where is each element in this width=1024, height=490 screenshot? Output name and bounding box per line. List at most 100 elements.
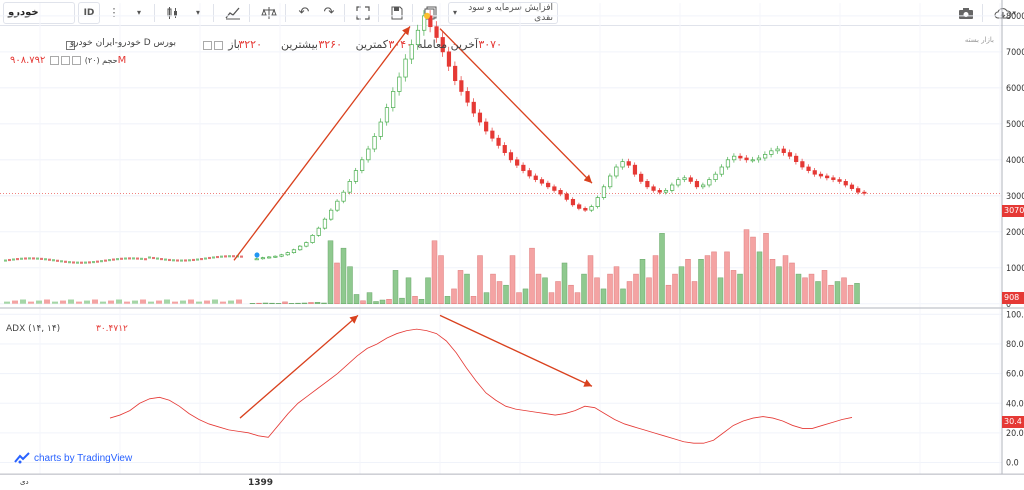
volume-tag: 908 — [1002, 292, 1024, 304]
compare-icon[interactable] — [257, 1, 281, 24]
volume-bar — [464, 273, 470, 305]
candle — [459, 80, 464, 92]
volume-bar — [100, 301, 106, 304]
candle — [800, 161, 805, 168]
volume-bar — [496, 281, 503, 305]
chart-type-dropdown-icon[interactable]: ▾ — [187, 1, 209, 24]
symbol-search-input[interactable]: خودرو — [3, 1, 75, 24]
volume-bar — [646, 277, 652, 305]
candle — [663, 190, 669, 193]
volume-bar — [4, 301, 10, 304]
candle — [403, 58, 408, 78]
volume-bar — [841, 277, 847, 305]
volume-bar — [490, 273, 496, 305]
candle — [552, 186, 557, 191]
candle — [72, 261, 75, 264]
legend-settings-icon[interactable] — [202, 38, 224, 51]
candle — [180, 259, 183, 262]
candle — [80, 261, 83, 264]
candle — [670, 184, 675, 191]
candle — [360, 159, 365, 171]
volume-bar — [386, 299, 392, 305]
volume-bar — [717, 277, 724, 305]
corporate-actions-dropdown[interactable]: ▾ افزایش سرمایه و سود نقدی — [448, 1, 558, 24]
legend-open-value: ۳۲۲۰ — [238, 38, 262, 51]
volume-bar — [626, 281, 633, 305]
save-icon[interactable] — [386, 1, 408, 24]
candle — [843, 181, 848, 186]
candle — [583, 208, 588, 211]
volume-bar — [535, 273, 542, 305]
candle — [192, 258, 195, 262]
volume-settings-icon[interactable] — [49, 55, 82, 66]
candle — [291, 249, 297, 254]
candle — [116, 258, 119, 261]
volume-bar — [84, 300, 90, 304]
candle — [168, 258, 171, 262]
candle — [52, 259, 55, 262]
candle — [224, 255, 227, 258]
volume-bar — [212, 299, 218, 304]
candle — [124, 257, 127, 260]
cloud-icon[interactable]: ▾ — [990, 1, 1020, 24]
volume-bar — [392, 270, 399, 305]
candle — [496, 137, 501, 146]
legend-title: بورس D خودرو-ایران خودرو — [69, 38, 176, 48]
volume-bar — [730, 270, 737, 305]
volume-bar — [548, 292, 555, 305]
candle — [285, 252, 290, 256]
candle — [682, 177, 687, 180]
volume-bar — [516, 292, 522, 305]
candle — [32, 257, 35, 260]
volume-bar — [457, 270, 464, 305]
candle — [446, 51, 452, 67]
candle — [756, 157, 762, 161]
candle — [490, 130, 495, 139]
volume-bar — [652, 255, 659, 305]
top-toolbar: خودرو ID ⋮ ▾ ▾ ↶ ↷ ▾ افزایش سرمایه و سود… — [0, 0, 1024, 26]
candle — [212, 256, 215, 259]
interval-dropdown-icon[interactable]: ▾ — [128, 1, 150, 24]
volume-bar — [691, 281, 698, 305]
candle — [818, 173, 824, 177]
volume-bar — [412, 296, 418, 305]
divider — [249, 3, 250, 22]
candle — [378, 121, 383, 137]
candle — [639, 173, 644, 182]
candle — [304, 242, 309, 247]
volume-bar — [425, 277, 431, 305]
undo-icon[interactable]: ↶ — [293, 1, 315, 24]
volume-bar — [704, 255, 711, 305]
candle — [232, 255, 235, 258]
collapse-legend-icon[interactable] — [65, 38, 76, 51]
fullscreen-icon[interactable] — [352, 1, 374, 24]
candle — [298, 245, 303, 251]
volume-bar — [256, 302, 262, 305]
adx-tick-label: 40.0 — [1006, 398, 1024, 408]
candle — [347, 181, 352, 193]
volume-bar — [418, 299, 425, 305]
volume-bar — [782, 255, 789, 305]
volume-bar — [438, 255, 444, 305]
volume-bar — [802, 277, 808, 305]
candle — [825, 175, 830, 179]
redo-icon[interactable]: ↷ — [318, 1, 340, 24]
candles-icon[interactable] — [162, 1, 184, 24]
volume-bar — [60, 300, 66, 304]
volume-bar — [711, 251, 717, 305]
trend-arrow — [439, 314, 593, 387]
legend-high-label: بیشترین — [280, 38, 318, 51]
volume-bar — [236, 299, 242, 304]
candle — [132, 257, 135, 260]
indicators-icon[interactable] — [221, 1, 245, 24]
volume-bar — [353, 294, 360, 305]
candle — [645, 181, 650, 188]
tradingview-branding[interactable]: charts by TradingView — [14, 452, 132, 464]
candle — [12, 258, 15, 261]
volume-bar — [763, 233, 769, 305]
candle — [595, 197, 600, 207]
id-button[interactable]: ID — [78, 1, 100, 24]
volume-bar — [399, 297, 405, 305]
candle — [725, 159, 731, 168]
